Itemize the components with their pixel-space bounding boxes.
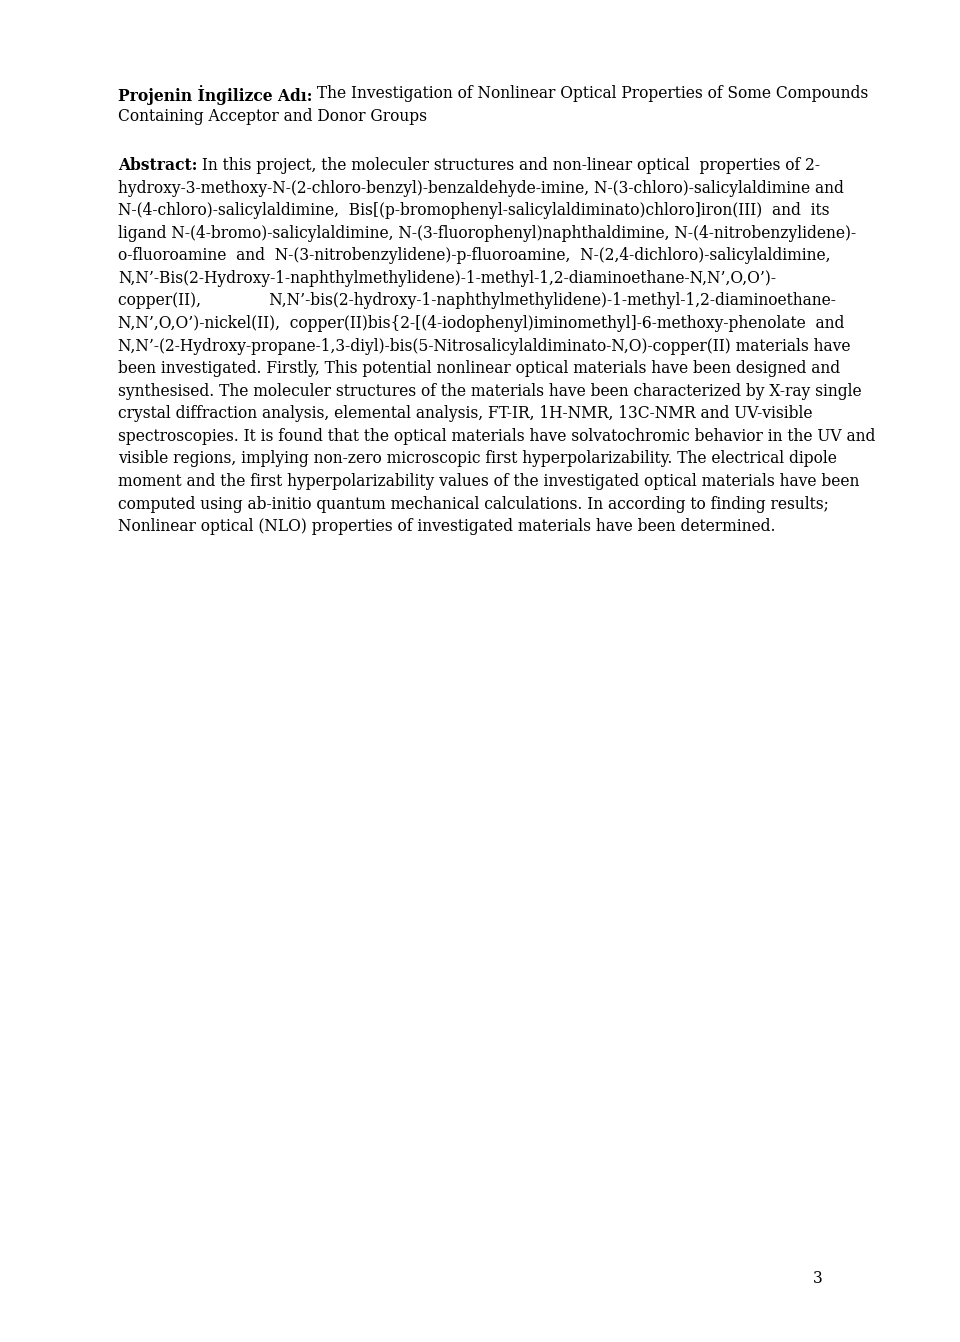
Text: o-fluoroamine  and  N-(3-nitrobenzylidene)-p-fluoroamine,  N-(2,4-dichloro)-sali: o-fluoroamine and N-(3-nitrobenzylidene)… [118, 247, 830, 264]
Text: computed using ab-initio quantum mechanical calculations. In according to findin: computed using ab-initio quantum mechani… [118, 495, 828, 513]
Text: N,N’-Bis(2-Hydroxy-1-naphthylmethylidene)-1-methyl-1,2-diaminoethane-N,N’,O,O’)-: N,N’-Bis(2-Hydroxy-1-naphthylmethylidene… [118, 270, 776, 287]
Text: copper(II),              N,N’-bis(2-hydroxy-1-naphthylmethylidene)-1-methyl-1,2-: copper(II), N,N’-bis(2-hydroxy-1-naphthy… [118, 293, 836, 310]
Text: Containing Acceptor and Donor Groups: Containing Acceptor and Donor Groups [118, 107, 427, 125]
Text: ligand N-(4-bromo)-salicylaldimine, N-(3-fluorophenyl)naphthaldimine, N-(4-nitro: ligand N-(4-bromo)-salicylaldimine, N-(3… [118, 224, 856, 242]
Text: crystal diffraction analysis, elemental analysis, FT-IR, 1H-NMR, 13C-NMR and UV-: crystal diffraction analysis, elemental … [118, 405, 812, 423]
Text: Abstract:: Abstract: [118, 157, 198, 174]
Text: N-(4-chloro)-salicylaldimine,  Bis[(p-bromophenyl-salicylaldiminato)chloro]iron(: N-(4-chloro)-salicylaldimine, Bis[(p-bro… [118, 203, 829, 219]
Text: hydroxy-3-methoxy-N-(2-chloro-benzyl)-benzaldehyde-imine, N-(3-chloro)-salicylal: hydroxy-3-methoxy-N-(2-chloro-benzyl)-be… [118, 180, 844, 196]
Text: been investigated. Firstly, This potential nonlinear optical materials have been: been investigated. Firstly, This potenti… [118, 360, 840, 377]
Text: moment and the first hyperpolarizability values of the investigated optical mate: moment and the first hyperpolarizability… [118, 474, 859, 490]
Text: The Investigation of Nonlinear Optical Properties of Some Compounds: The Investigation of Nonlinear Optical P… [312, 85, 869, 102]
Text: visible regions, implying non-zero microscopic first hyperpolarizability. The el: visible regions, implying non-zero micro… [118, 451, 837, 467]
Text: synthesised. The moleculer structures of the materials have been characterized b: synthesised. The moleculer structures of… [118, 382, 862, 400]
Text: spectroscopies. It is found that the optical materials have solvatochromic behav: spectroscopies. It is found that the opt… [118, 428, 876, 446]
Text: In this project, the moleculer structures and non-linear optical  properties of : In this project, the moleculer structure… [198, 157, 821, 174]
Text: N,N’-(2-Hydroxy-propane-1,3-diyl)-bis(5-Nitrosalicylaldiminato-N,O)-copper(II) m: N,N’-(2-Hydroxy-propane-1,3-diyl)-bis(5-… [118, 338, 851, 354]
Text: Projenin İngilizce Adı:: Projenin İngilizce Adı: [118, 85, 312, 105]
Text: 3: 3 [813, 1270, 823, 1287]
Text: N,N’,O,O’)-nickel(II),  copper(II)bis{2-[(4-iodophenyl)iminomethyl]-6-methoxy-ph: N,N’,O,O’)-nickel(II), copper(II)bis{2-[… [118, 315, 845, 331]
Text: Nonlinear optical (NLO) properties of investigated materials have been determine: Nonlinear optical (NLO) properties of in… [118, 518, 776, 535]
